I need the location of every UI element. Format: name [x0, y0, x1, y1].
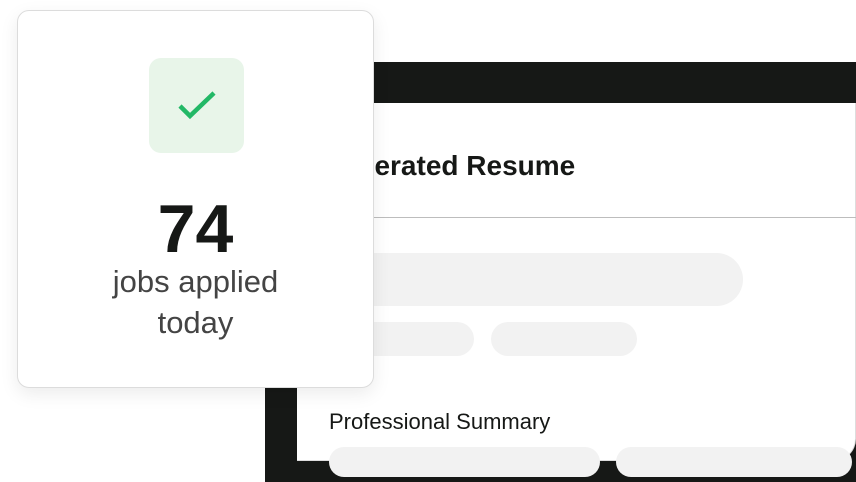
skeleton-line	[330, 253, 743, 306]
jobs-count: 74	[157, 191, 234, 267]
section-heading: Professional Summary	[329, 409, 551, 434]
jobs-label: jobs applied today	[18, 261, 373, 343]
skeleton-line	[616, 447, 852, 477]
check-icon	[177, 90, 216, 119]
skeleton-pill	[491, 322, 637, 356]
skeleton-line	[329, 447, 600, 477]
jobs-applied-card: 74 jobs applied today	[17, 10, 374, 388]
jobs-label-line2: today	[157, 305, 234, 340]
check-icon-badge	[149, 58, 244, 153]
jobs-label-line1: jobs applied	[112, 264, 279, 299]
divider	[297, 217, 856, 218]
